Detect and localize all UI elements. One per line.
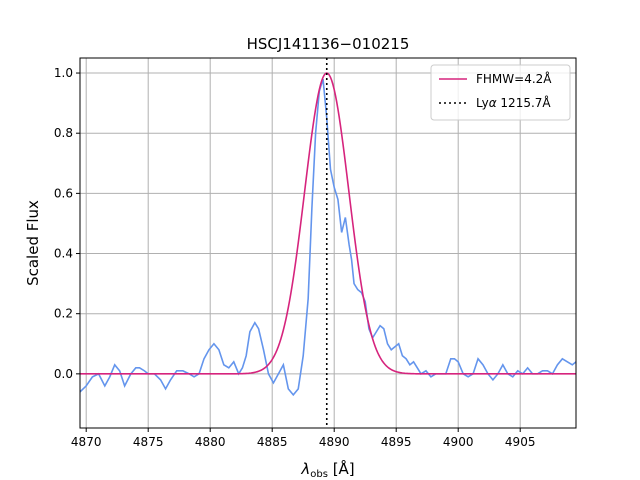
- x-tick-label: 4900: [443, 435, 474, 449]
- x-tick-label: 4890: [319, 435, 350, 449]
- legend-lya-prefix: Ly: [476, 96, 489, 110]
- gaussian-fit-line: [80, 72, 576, 375]
- x-tick-label: 4895: [381, 435, 412, 449]
- x-axis-label-unit: [Å]: [328, 459, 355, 478]
- legend-lya-label: Lyα 1215.7Å: [476, 95, 551, 110]
- x-axis: 4870 4875 4880 4885 4890 4895 4900 4905: [71, 428, 536, 449]
- x-tick-label: 4880: [195, 435, 226, 449]
- x-axis-label-subscript: obs: [310, 469, 328, 480]
- y-tick-label: 0.2: [54, 307, 73, 321]
- x-axis-label: λobs [Å]: [300, 459, 354, 480]
- legend-lya-alpha: α: [489, 96, 497, 110]
- x-tick-label: 4905: [505, 435, 536, 449]
- y-axis-label: Scaled Flux: [24, 200, 42, 286]
- x-tick-label: 4875: [133, 435, 164, 449]
- chart-title: HSCJ141136−010215: [247, 35, 410, 53]
- legend: FHMW=4.2Å Lyα 1215.7Å: [430, 64, 571, 121]
- y-tick-label: 0.8: [54, 126, 73, 140]
- legend-gaussian-label: FHMW=4.2Å: [476, 71, 552, 86]
- x-tick-label: 4870: [71, 435, 102, 449]
- y-tick-label: 0.4: [54, 247, 73, 261]
- plot-series: [80, 58, 576, 428]
- x-tick-label: 4885: [257, 435, 288, 449]
- y-tick-label: 0.0: [54, 367, 73, 381]
- y-tick-label: 0.6: [54, 186, 73, 200]
- y-tick-label: 1.0: [54, 66, 73, 80]
- legend-lya-suffix: 1215.7Å: [497, 95, 552, 110]
- plot-frame: [79, 57, 577, 429]
- y-axis: 0.0 0.2 0.4 0.6 0.8 1.0: [54, 66, 80, 381]
- x-axis-label-lambda: λ: [300, 460, 310, 478]
